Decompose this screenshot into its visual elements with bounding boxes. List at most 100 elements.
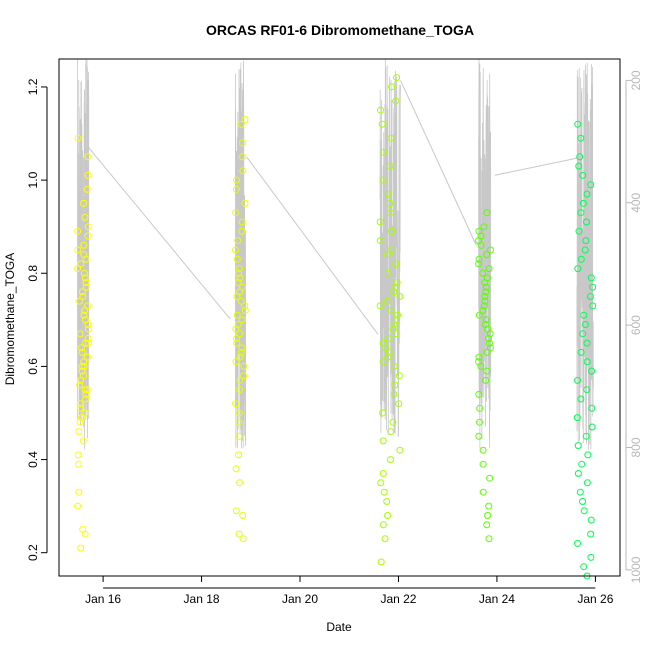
- data-point: [483, 274, 491, 282]
- data-point: [235, 432, 243, 440]
- data-point: [84, 232, 92, 240]
- data-point: [482, 376, 490, 384]
- data-point: [394, 311, 401, 319]
- data-point: [235, 269, 243, 277]
- data-point: [235, 451, 242, 459]
- data-point: [476, 418, 483, 426]
- data-point: [235, 265, 243, 273]
- data-point: [587, 530, 595, 538]
- chart-title: ORCAS RF01-6 Dibromomethane_TOGA: [206, 22, 474, 38]
- data-point: [238, 344, 246, 352]
- data-point: [234, 321, 242, 328]
- data-point: [388, 227, 395, 235]
- data-point: [387, 209, 395, 217]
- pressure-trace: [77, 59, 594, 450]
- data-point: [479, 446, 487, 454]
- data-point: [574, 539, 581, 547]
- data-point: [579, 498, 586, 505]
- data-point: [84, 339, 92, 347]
- data-point: [475, 227, 483, 235]
- data-point: [579, 171, 587, 179]
- data-point: [479, 307, 487, 314]
- data-point: [75, 488, 83, 496]
- data-point: [75, 428, 83, 436]
- data-point: [238, 139, 246, 147]
- data-point: [235, 530, 243, 538]
- data-point: [234, 237, 242, 245]
- data-point: [387, 134, 395, 142]
- data-point: [379, 358, 387, 366]
- data-point: [582, 432, 590, 440]
- data-point: [239, 167, 247, 175]
- data-point: [80, 372, 88, 380]
- data-point: [82, 316, 89, 324]
- x-axis-label: Date: [326, 620, 352, 634]
- data-point: [78, 344, 85, 352]
- data-point: [379, 339, 387, 347]
- data-point: [237, 297, 245, 305]
- data-point: [84, 153, 92, 161]
- data-point: [380, 148, 388, 156]
- data-point: [232, 507, 240, 515]
- data-point: [379, 437, 387, 445]
- data-point: [393, 74, 401, 82]
- data-point: [574, 376, 581, 384]
- y-tick-label: 0.4: [26, 451, 40, 468]
- data-point: [77, 544, 85, 552]
- data-point: [238, 218, 246, 226]
- data-point: [376, 302, 384, 310]
- data-point: [576, 153, 584, 161]
- data-point: [580, 311, 588, 319]
- data-point: [384, 512, 391, 519]
- x-tick-label: Jan 24: [479, 592, 515, 606]
- data-point: [589, 302, 597, 310]
- data-point: [486, 344, 494, 352]
- pressure-transit: [400, 80, 477, 246]
- series-RF01: [74, 134, 92, 552]
- data-point: [81, 213, 89, 221]
- data-point: [239, 512, 247, 519]
- data-point: [483, 521, 491, 529]
- data-point: [74, 246, 82, 254]
- data-point: [236, 330, 243, 338]
- data-point: [584, 451, 592, 459]
- data-point: [232, 465, 240, 473]
- data-point: [79, 437, 87, 445]
- data-point: [81, 409, 89, 417]
- data-point: [386, 162, 394, 170]
- data-point: [486, 474, 494, 482]
- data-point: [475, 358, 482, 366]
- data-point: [576, 488, 584, 496]
- data-point: [384, 190, 392, 198]
- data-point: [391, 381, 399, 389]
- data-point: [386, 199, 394, 207]
- data-point: [233, 339, 241, 347]
- data-point: [480, 302, 488, 310]
- data-point: [377, 479, 385, 487]
- data-point: [396, 293, 404, 300]
- data-point: [376, 218, 384, 226]
- data-point: [581, 246, 589, 254]
- x-tick-label: Jan 16: [85, 592, 121, 606]
- y-tick-label: 1.0: [26, 171, 40, 188]
- data-point: [577, 209, 585, 217]
- data-point: [390, 362, 398, 370]
- data-point: [577, 255, 585, 263]
- data-point: [475, 432, 483, 440]
- data-point: [84, 302, 92, 310]
- data-point: [395, 400, 403, 408]
- data-point: [387, 428, 395, 436]
- data-point: [393, 279, 401, 287]
- data-point: [396, 446, 404, 454]
- x-tick-label: Jan 18: [184, 592, 220, 606]
- y-tick-label: 0.2: [26, 544, 40, 561]
- data-point: [580, 563, 588, 571]
- y-tick-label: 0.6: [26, 358, 40, 375]
- x-axis: Jan 16 Jan 18 Jan 20 Jan 22 Jan 24 Jan 26: [85, 576, 614, 606]
- data-point: [588, 367, 596, 375]
- data-point: [583, 386, 591, 394]
- data-point: [390, 390, 398, 398]
- data-point: [76, 418, 84, 426]
- data-point: [79, 293, 87, 300]
